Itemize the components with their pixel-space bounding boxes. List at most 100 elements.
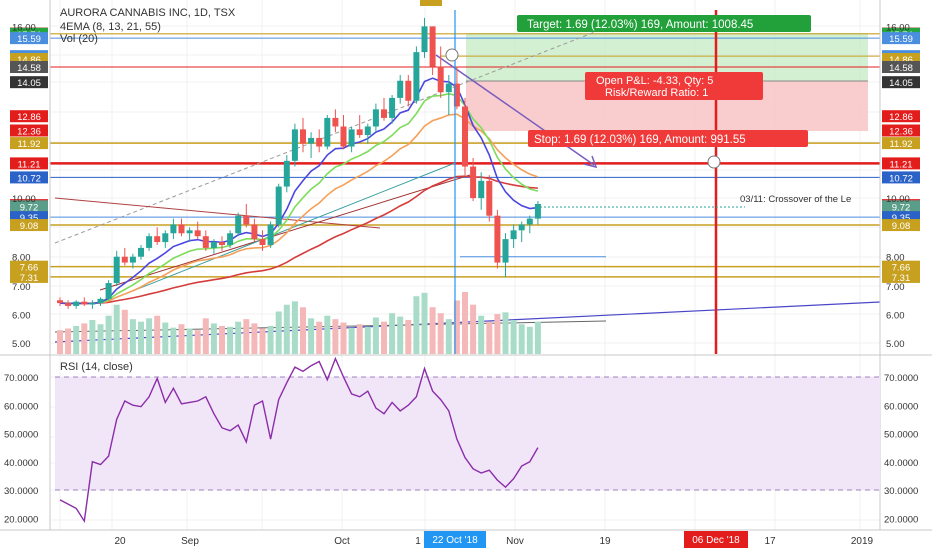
price-label-right: 12.86 [882, 110, 920, 123]
time-tick: 2019 [851, 536, 874, 547]
candle-body [405, 80, 412, 101]
time-highlight-bg [684, 531, 748, 548]
price-label-left-bg [10, 53, 48, 66]
rr-label: Risk/Reward Ratio: 1 [605, 87, 708, 99]
price-label-right-text: 14.58 [889, 63, 913, 74]
price-label-left: 14.86 [10, 53, 48, 66]
price-tick-left: 6.00 [12, 311, 31, 322]
candle-body [502, 239, 509, 263]
price-label-right-text: 9.08 [892, 221, 911, 232]
volume-bar [113, 304, 120, 354]
price-label-right: 14.58 [882, 61, 920, 74]
symbol-title: AURORA CANNABIS INC, 1D, TSX [60, 7, 236, 19]
candle-body [194, 230, 201, 237]
time-tick: 17 [764, 536, 776, 547]
price-tick-left: 8.00 [12, 253, 31, 264]
volume-bar [510, 320, 517, 354]
price-label-left-text: 12.86 [17, 112, 41, 123]
volume-bar [154, 315, 161, 354]
candle-body [243, 215, 250, 225]
volume-bar [178, 324, 185, 354]
price-label-left-text: 9.08 [20, 221, 39, 232]
price-label-left-bg [10, 110, 48, 123]
rsi-tick-right: 60.0000 [884, 401, 918, 412]
price-label-right-bg [882, 124, 920, 137]
time-axis: 20 Sep Oct 1 Nov 19 17 2019 22 Oct '18 06 Dec '18 [114, 531, 874, 548]
volume-bar [129, 319, 136, 354]
price-label-right-bg [882, 219, 920, 232]
volume-bar [364, 326, 371, 354]
level-lines [50, 33, 880, 278]
candle-body [291, 129, 298, 161]
price-tick-left: 5.00 [12, 339, 31, 350]
volume-bar [57, 330, 63, 354]
price-label-left-bg [10, 219, 48, 232]
candle-body [453, 83, 460, 107]
candle-body [478, 180, 485, 199]
volume-bars [57, 291, 541, 354]
price-label-left-bg [10, 171, 48, 184]
price-label-right-text: 14.86 [889, 55, 913, 66]
candle-body [381, 109, 387, 118]
candle-body [178, 224, 185, 234]
candle-body [81, 301, 88, 305]
volume-bar [73, 325, 80, 354]
anchor-handle-mid[interactable] [707, 155, 721, 169]
volume-bar [462, 291, 468, 354]
candle-body [89, 303, 96, 305]
price-label-left-text: 9.72 [20, 202, 39, 213]
candle-body [162, 233, 169, 243]
price-label-left-text: 14.58 [17, 63, 41, 74]
rsi-axis: 70.0000 70.0000 60.0000 60.0000 50.0000 50.00… [4, 373, 918, 525]
candle-body [364, 126, 371, 136]
candle-body [340, 126, 347, 147]
candle-body [324, 117, 331, 147]
volume-bar [162, 322, 169, 354]
ema-line-21 [59, 113, 539, 305]
candle-body [332, 117, 339, 127]
price-label-left-bg [10, 157, 48, 170]
volume-bar [105, 315, 112, 354]
price-label-right: 9.72 [882, 200, 920, 213]
price-label-left-text: 11.21 [17, 159, 40, 170]
volume-bar [194, 330, 201, 354]
volume-bar [356, 324, 363, 354]
candle-body [470, 166, 477, 199]
candle-body [170, 224, 177, 234]
target-label-bg [517, 15, 811, 32]
price-label-left-text: 9.35 [20, 213, 39, 224]
volume-bar [308, 318, 315, 354]
volume-bar [486, 321, 493, 354]
candle-body [526, 218, 533, 225]
price-label-left: 12.86 [10, 110, 48, 123]
ema-line-55 [59, 175, 538, 305]
volume-bar [526, 326, 533, 354]
price-label-right-bg [882, 53, 920, 66]
volume-bar [429, 307, 436, 354]
annotation-text: 03/11: Crossover of the Le [740, 194, 851, 205]
price-label-left-bg [10, 137, 48, 150]
volume-bar [243, 319, 250, 354]
candle-body [186, 230, 193, 234]
time-highlight: 22 Oct '18 [424, 531, 486, 548]
time-highlight-bg [424, 531, 486, 548]
price-label-left-bg [10, 270, 48, 283]
price-label-right: 15.59 [882, 32, 920, 45]
price-label-right: 11.92 [882, 137, 920, 150]
time-tick: 19 [599, 536, 611, 547]
price-label-right: 11.21 [882, 157, 920, 170]
candle-body [73, 301, 80, 306]
volume-bar [453, 300, 460, 354]
volume-bar [170, 327, 177, 354]
price-label-right: 7.66 [882, 260, 920, 274]
trendline-channel-teal [109, 162, 456, 301]
volume-bar [502, 312, 509, 354]
anchor-handle-top[interactable] [445, 48, 459, 62]
candle-body [494, 215, 501, 263]
candle-body [462, 106, 468, 167]
price-tick-left: 7.00 [12, 282, 31, 293]
price-label-right-bg [882, 32, 920, 45]
volume-bar [340, 322, 347, 354]
rsi-tick-left: 70.0000 [4, 373, 38, 384]
time-highlight: 06 Dec '18 [684, 531, 748, 548]
